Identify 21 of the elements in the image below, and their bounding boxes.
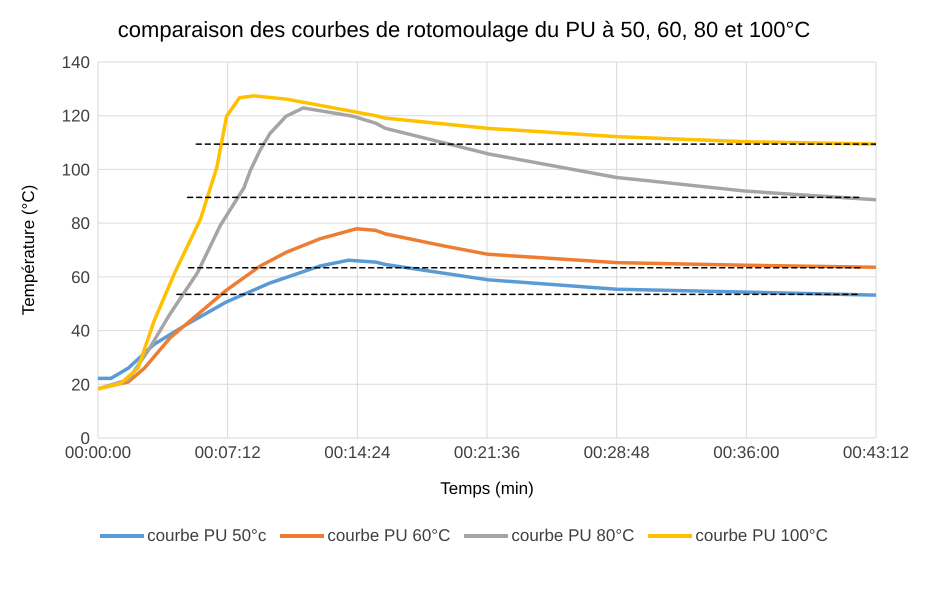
x-tick-label: 00:36:00 bbox=[713, 443, 780, 462]
y-tick-label: 80 bbox=[71, 214, 90, 234]
x-axis-title: Temps (min) bbox=[440, 479, 534, 498]
x-tick-label: 00:14:24 bbox=[324, 443, 390, 462]
y-axis-title: Température (°C) bbox=[19, 184, 38, 316]
x-tick-label: 00:07:12 bbox=[194, 443, 261, 462]
legend-label: courbe PU 60°C bbox=[327, 526, 450, 546]
y-tick-label: 120 bbox=[62, 106, 90, 126]
legend-label: courbe PU 50°c bbox=[147, 526, 266, 546]
y-tick-label: 40 bbox=[71, 322, 90, 341]
y-tick-label: 140 bbox=[62, 53, 90, 72]
x-tick-label: 00:21:36 bbox=[454, 443, 520, 462]
x-tick-label: 00:00:00 bbox=[64, 443, 132, 462]
y-tick-label: 20 bbox=[71, 375, 90, 394]
x-tick-label: 00:28:48 bbox=[584, 443, 650, 462]
y-tick-label: 100 bbox=[62, 160, 90, 180]
chart-title: comparaison des courbes de rotomoulage du PU à 50, 60, 80 et 100°C bbox=[116, 16, 812, 44]
legend-label: courbe PU 80°C bbox=[511, 526, 634, 546]
legend-label: courbe PU 100°C bbox=[695, 526, 828, 546]
x-tick-label: 00:43:12 bbox=[842, 443, 910, 462]
y-tick-label: 60 bbox=[71, 268, 90, 287]
